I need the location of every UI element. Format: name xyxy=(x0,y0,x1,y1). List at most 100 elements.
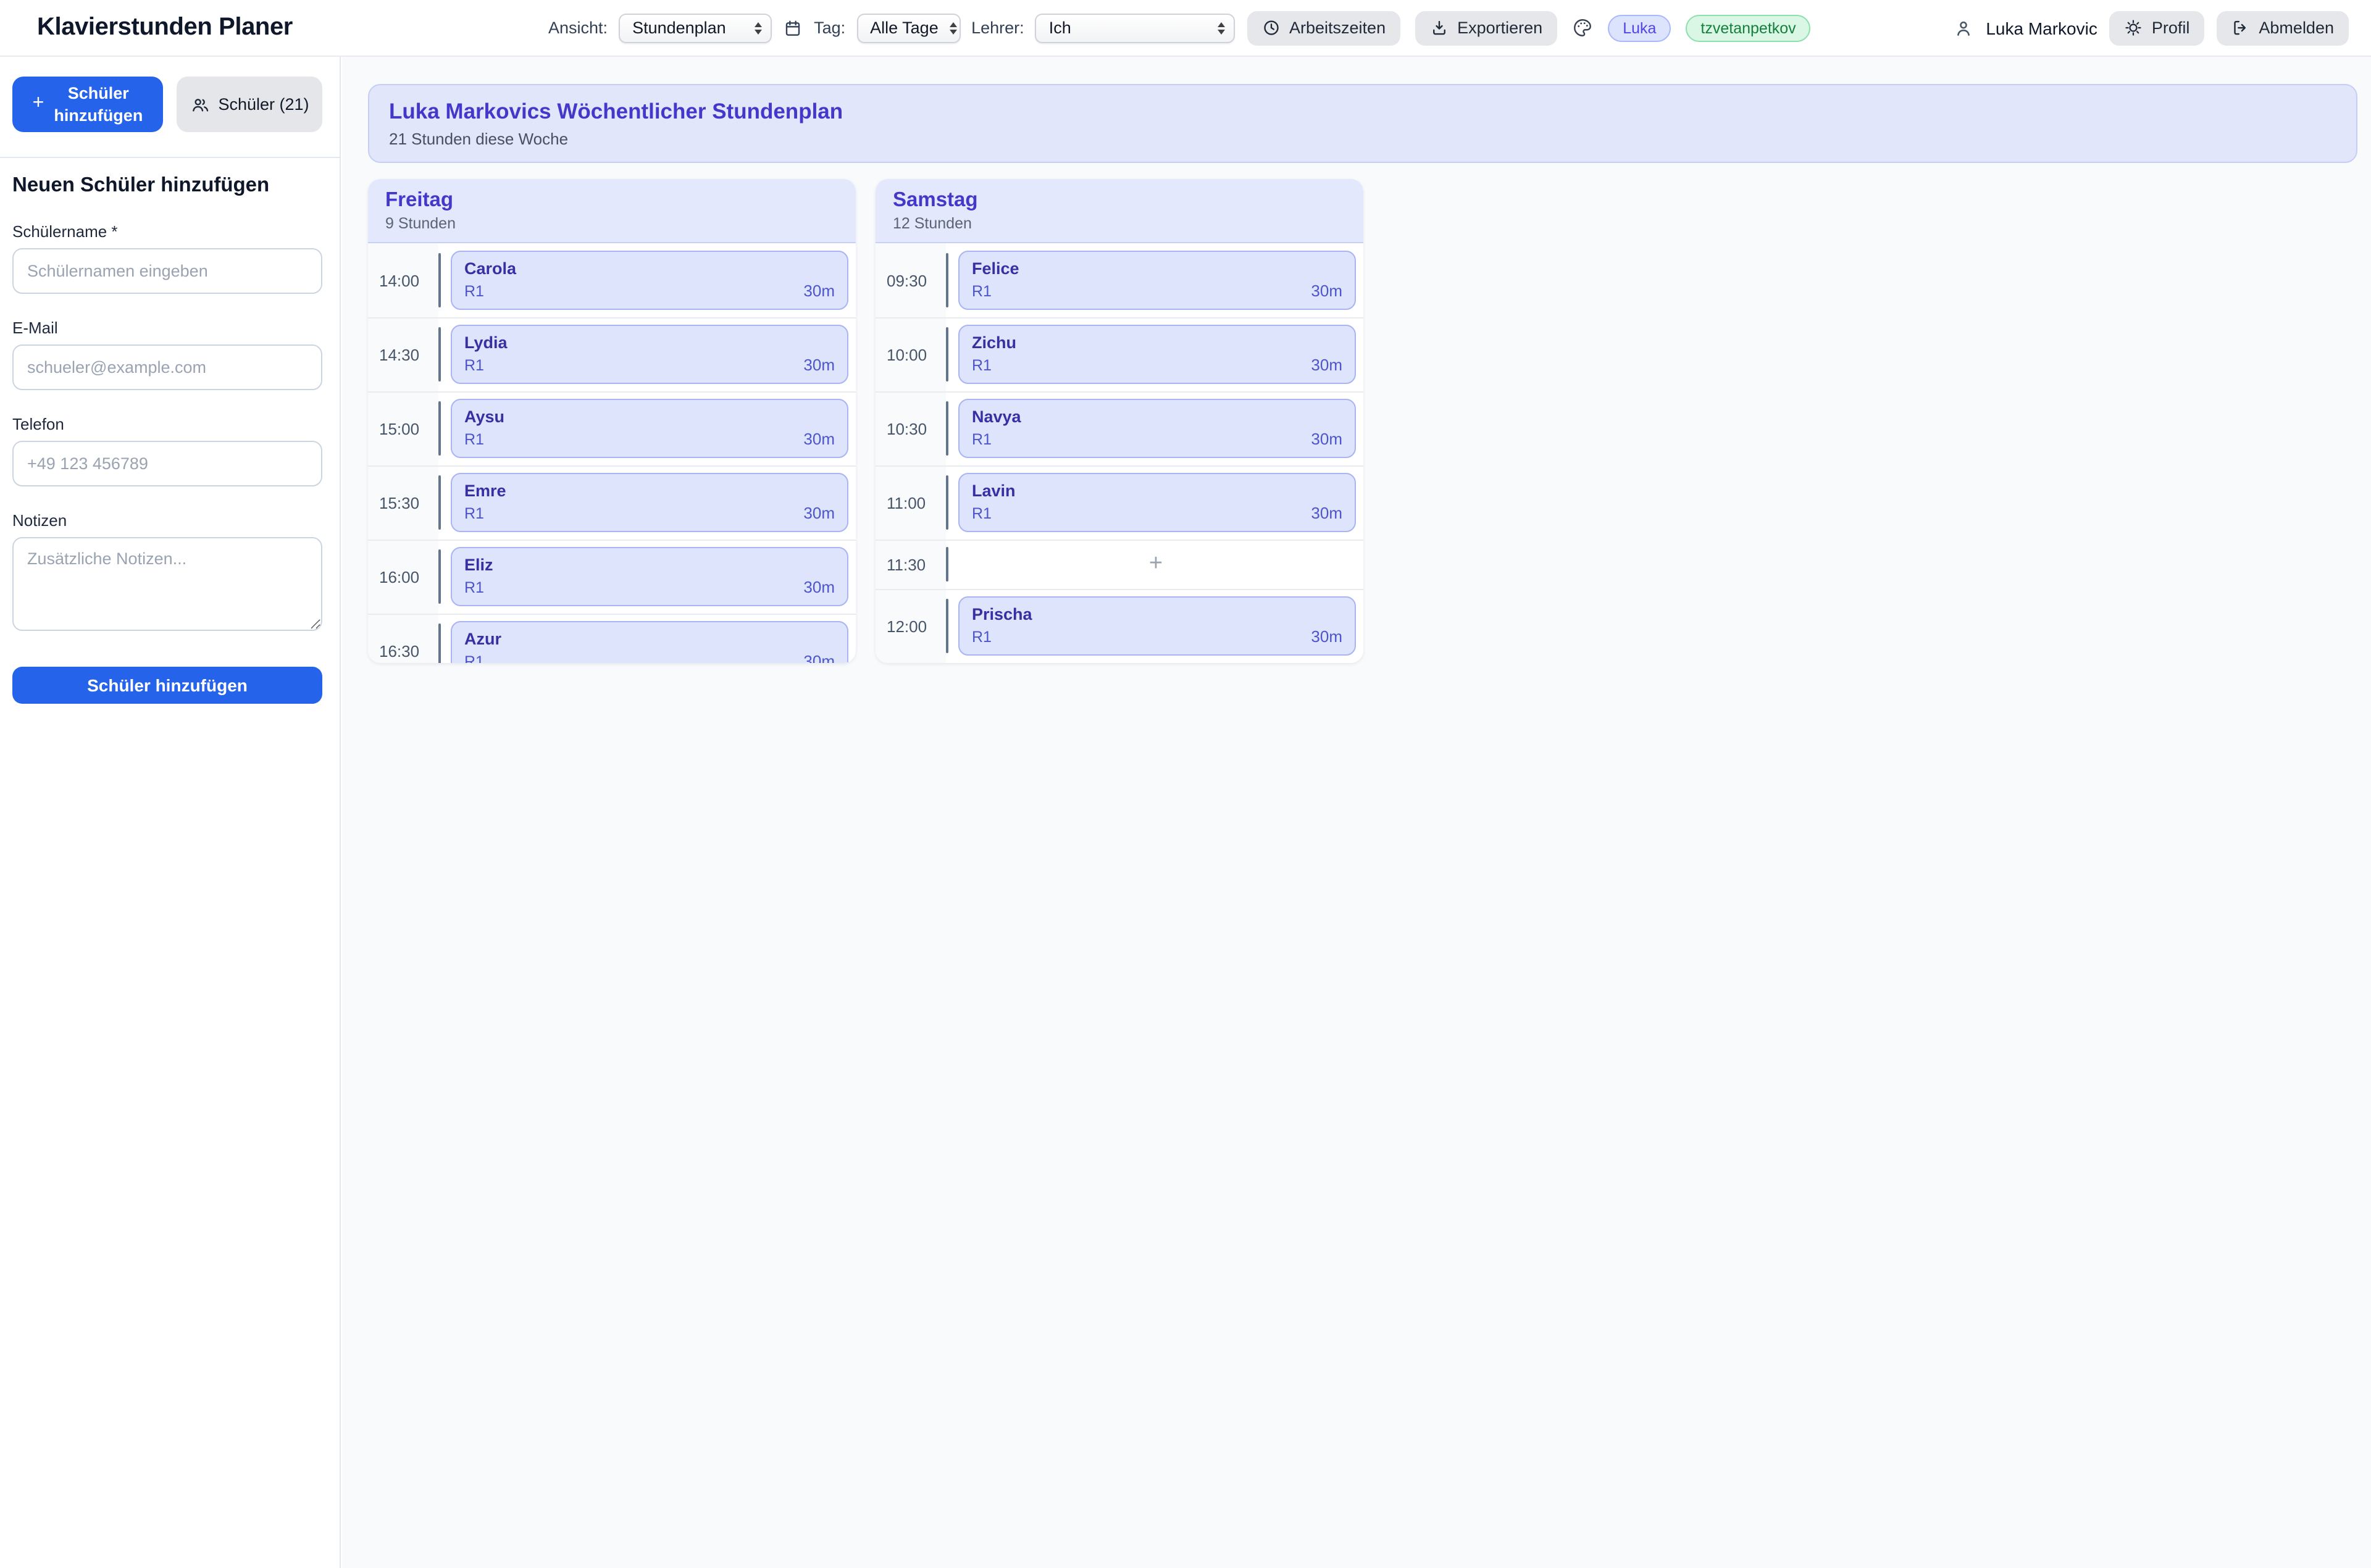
slot-time-label: 14:30 xyxy=(368,317,438,391)
add-student-button[interactable]: + Schüler hinzufügen xyxy=(12,77,163,132)
lesson-room: R1 xyxy=(972,357,992,374)
calendar-icon xyxy=(783,18,803,38)
week-summary-title: Luka Markovics Wöchentlicher Stundenplan xyxy=(389,99,843,123)
day-header: Samstag 12 Stunden xyxy=(876,179,1363,243)
lesson-duration: 30m xyxy=(803,281,835,300)
lesson-card[interactable]: Azur R1 30m xyxy=(451,621,848,663)
lesson-card[interactable]: Lavin R1 30m xyxy=(958,473,1356,532)
notes-field-label: Notizen xyxy=(12,511,67,530)
gear-icon xyxy=(2125,19,2143,37)
day-name: Samstag xyxy=(893,189,978,211)
slot-tick xyxy=(946,599,948,653)
slot-row: 14:00 Carola R1 30m xyxy=(368,243,856,317)
day-column-samstag: Samstag 12 Stunden 09:30 Felice R1 30m 10:00 Zi… xyxy=(876,179,1363,663)
slot-time-label: 10:00 xyxy=(876,317,946,391)
lesson-card[interactable]: Zichu R1 30m xyxy=(958,325,1356,384)
slot-row: 12:00 Prischa R1 30m xyxy=(876,589,1363,663)
slot-time-label: 16:30 xyxy=(368,614,438,663)
slot-tick xyxy=(946,327,948,382)
lesson-duration: 30m xyxy=(803,504,835,522)
lesson-card[interactable]: Navya R1 30m xyxy=(958,399,1356,458)
app-title: Klavierstunden Planer xyxy=(37,14,293,41)
slot-time-label: 14:00 xyxy=(368,243,438,317)
users-icon xyxy=(190,94,209,114)
lesson-student-name: Navya xyxy=(972,407,1021,426)
lesson-meta: R1 30m xyxy=(972,281,1342,300)
sidebar: + Schüler hinzufügen Schüler (21) Neuen S… xyxy=(0,56,341,1568)
lesson-student-name: Carola xyxy=(464,259,517,278)
teacher-select-label: Lehrer: xyxy=(971,19,1024,37)
lesson-student-name: Prischa xyxy=(972,605,1032,623)
account-badge[interactable]: tzvetanpetkov xyxy=(1686,14,1811,41)
lesson-card[interactable]: Felice R1 30m xyxy=(958,251,1356,310)
profile-button[interactable]: Profil xyxy=(2109,10,2205,45)
slot-time-label: 15:00 xyxy=(368,391,438,465)
day-select-label: Tag: xyxy=(814,19,846,37)
view-select[interactable]: Stundenplan xyxy=(619,13,772,43)
user-icon xyxy=(1954,18,1973,38)
slot-tick xyxy=(438,401,441,456)
worktimes-button[interactable]: Arbeitszeiten xyxy=(1247,10,1401,45)
lesson-card[interactable]: Lydia R1 30m xyxy=(451,325,848,384)
logout-button[interactable]: Abmelden xyxy=(2217,10,2349,45)
lesson-student-name: Eliz xyxy=(464,556,493,574)
slot-time-label: 12:00 xyxy=(876,589,946,663)
lesson-room: R1 xyxy=(464,653,484,663)
slot-row: 15:30 Emre R1 30m xyxy=(368,465,856,540)
slot-row: 10:30 Navya R1 30m xyxy=(876,391,1363,465)
slot-tick xyxy=(438,549,441,604)
slot-tick xyxy=(438,475,441,530)
slot-tick xyxy=(946,475,948,530)
lesson-card[interactable]: Carola R1 30m xyxy=(451,251,848,310)
slot-tick xyxy=(946,253,948,307)
slot-row: 15:00 Aysu R1 30m xyxy=(368,391,856,465)
lesson-student-name: Aysu xyxy=(464,407,505,426)
lesson-card[interactable]: Eliz R1 30m xyxy=(451,547,848,606)
phone-field[interactable] xyxy=(12,441,322,486)
export-button[interactable]: Exportieren xyxy=(1415,10,1558,45)
lesson-duration: 30m xyxy=(803,430,835,448)
slot-tick xyxy=(438,327,441,382)
lesson-student-name: Lavin xyxy=(972,482,1016,500)
lesson-duration: 30m xyxy=(1311,356,1342,374)
day-hours-count: 9 Stunden xyxy=(385,215,456,232)
user-name: Luka Markovic xyxy=(1986,18,2097,38)
lesson-card[interactable]: Prischa R1 30m xyxy=(958,596,1356,656)
lesson-meta: R1 30m xyxy=(972,627,1342,646)
email-field-label: E-Mail xyxy=(12,319,58,337)
lesson-meta: R1 30m xyxy=(464,652,835,663)
day-column-freitag: Freitag 9 Stunden 14:00 Carola R1 30m 14:30 Lyd… xyxy=(368,179,856,663)
palette-icon[interactable] xyxy=(1572,17,1593,38)
schedule-columns: Freitag 9 Stunden 14:00 Carola R1 30m 14:30 Lyd… xyxy=(368,179,2357,663)
lesson-meta: R1 30m xyxy=(464,356,835,374)
clock-icon xyxy=(1262,19,1281,37)
name-field[interactable] xyxy=(12,248,322,294)
lesson-student-name: Felice xyxy=(972,259,1019,278)
user-badge[interactable]: Luka xyxy=(1608,14,1671,41)
slot-tick xyxy=(438,623,441,663)
slot-tick xyxy=(946,546,948,582)
add-lesson-button[interactable]: + xyxy=(1148,551,1163,577)
top-header: Klavierstunden Planer Ansicht: Stundenpl… xyxy=(0,0,2371,57)
lesson-duration: 30m xyxy=(1311,430,1342,448)
lesson-student-name: Lydia xyxy=(464,333,508,352)
slot-time-label: 10:30 xyxy=(876,391,946,465)
lesson-meta: R1 30m xyxy=(464,504,835,522)
lesson-duration: 30m xyxy=(803,652,835,663)
lesson-meta: R1 30m xyxy=(464,430,835,448)
notes-field[interactable] xyxy=(12,537,322,631)
lesson-duration: 30m xyxy=(803,578,835,596)
select-stepper-icon xyxy=(949,22,957,34)
lesson-card[interactable]: Emre R1 30m xyxy=(451,473,848,532)
email-field[interactable] xyxy=(12,344,322,390)
add-student-form-title: Neuen Schüler hinzufügen xyxy=(12,174,270,196)
day-select[interactable]: Alle Tage xyxy=(856,13,961,43)
sidebar-divider xyxy=(0,157,340,158)
week-summary-banner: Luka Markovics Wöchentlicher Stundenplan… xyxy=(368,84,2357,163)
students-list-button[interactable]: Schüler (21) xyxy=(177,77,322,132)
submit-add-student-button[interactable]: Schüler hinzufügen xyxy=(12,667,322,704)
teacher-select[interactable]: Ich xyxy=(1035,13,1236,43)
lesson-room: R1 xyxy=(972,628,992,646)
select-stepper-icon xyxy=(755,22,763,34)
lesson-card[interactable]: Aysu R1 30m xyxy=(451,399,848,458)
